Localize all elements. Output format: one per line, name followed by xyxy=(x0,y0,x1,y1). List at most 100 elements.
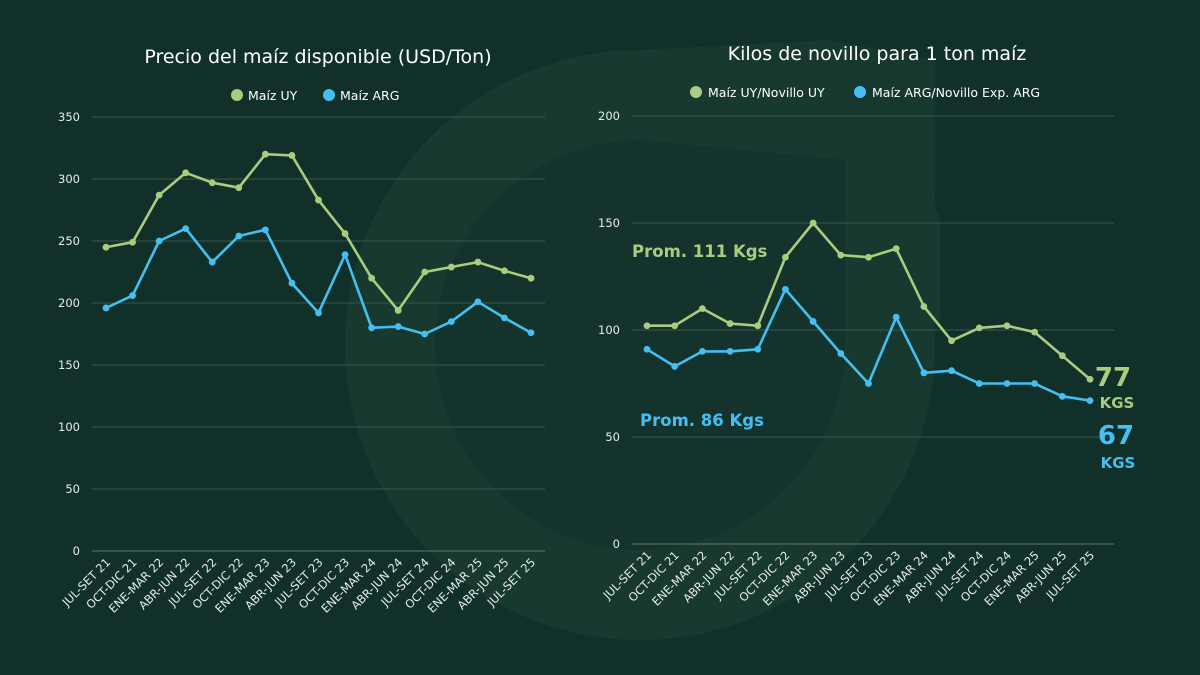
chart-left-gridlines xyxy=(92,116,545,552)
data-point-maiz-arg-jul-set-22 xyxy=(208,258,216,266)
data-point-maiz-arg-novillo-exp-arg-ene-mar-23 xyxy=(809,318,817,325)
data-point-maiz-arg-novillo-exp-arg-oct-dic-22 xyxy=(782,285,789,293)
data-point-maiz-uy-abr-jun-24 xyxy=(394,307,402,314)
data-point-maiz-arg-novillo-exp-arg-abr-jun-25 xyxy=(1058,392,1066,400)
data-point-maiz-uy-novillo-uy-jul-set-22 xyxy=(754,322,762,330)
data-point-maiz-uy-novillo-uy-oct-dic-21 xyxy=(671,322,679,330)
data-point-maiz-uy-novillo-uy-ene-mar-22 xyxy=(698,305,706,312)
y-tick-label-100: 100 xyxy=(598,323,620,337)
data-point-maiz-arg-novillo-exp-arg-oct-dic-21 xyxy=(671,362,679,370)
data-point-maiz-uy-novillo-uy-oct-dic-24 xyxy=(1003,322,1011,330)
data-point-maiz-arg-oct-dic-24 xyxy=(447,318,455,325)
data-point-maiz-uy-oct-dic-24 xyxy=(447,263,455,271)
data-point-maiz-uy-novillo-uy-abr-jun-22 xyxy=(726,320,734,327)
legend-marker-maiz-arg-novillo-exp-arg xyxy=(854,86,866,98)
data-point-maiz-arg-novillo-exp-arg-ene-mar-25 xyxy=(1031,380,1039,387)
data-point-maiz-arg-oct-dic-23 xyxy=(341,251,349,259)
data-point-maiz-arg-jul-set-25 xyxy=(527,329,535,337)
data-point-maiz-uy-abr-jun-25 xyxy=(501,267,508,275)
data-point-maiz-uy-jul-set-23 xyxy=(315,196,322,204)
chart-right-title: Kilos de novillo para 1 ton maíz xyxy=(728,43,1027,65)
legend-label-maiz-uy-novillo-uy: Maíz UY/Novillo UY xyxy=(708,85,825,100)
data-point-maiz-arg-oct-dic-21 xyxy=(129,292,136,299)
data-point-maiz-uy-ene-mar-23 xyxy=(261,150,269,158)
data-point-maiz-uy-novillo-uy-oct-dic-22 xyxy=(782,253,789,261)
data-point-maiz-arg-novillo-exp-arg-abr-jun-22 xyxy=(726,348,734,355)
legend-marker-maiz-uy xyxy=(231,89,243,101)
annotation-avg-arg: Prom. 86 Kgs xyxy=(640,411,764,430)
annotation-end-uy-value: 77 xyxy=(1095,363,1131,393)
legend-label-maiz-arg: Maíz ARG xyxy=(340,88,399,103)
data-point-maiz-uy-oct-dic-21 xyxy=(129,238,136,246)
data-point-maiz-arg-ene-mar-24 xyxy=(368,324,376,332)
chart-right: Kilos de novillo para 1 ton maíz Maíz UY… xyxy=(598,43,1135,609)
data-point-maiz-uy-oct-dic-23 xyxy=(341,230,349,237)
data-point-maiz-arg-ene-mar-22 xyxy=(155,237,163,245)
data-point-maiz-uy-novillo-uy-ene-mar-25 xyxy=(1031,328,1039,336)
chart-right-gridlines xyxy=(632,115,1114,545)
data-point-maiz-uy-novillo-uy-ene-mar-24 xyxy=(920,303,928,310)
y-tick-label-150: 150 xyxy=(598,216,620,230)
data-point-maiz-arg-novillo-exp-arg-ene-mar-22 xyxy=(698,348,706,355)
legend-marker-maiz-arg xyxy=(323,89,335,101)
data-point-maiz-arg-novillo-exp-arg-ene-mar-24 xyxy=(920,369,928,377)
data-point-maiz-uy-novillo-uy-abr-jun-25 xyxy=(1058,352,1066,360)
data-point-maiz-uy-ene-mar-25 xyxy=(474,258,482,266)
data-point-maiz-uy-abr-jun-23 xyxy=(288,152,296,159)
data-point-maiz-uy-abr-jun-22 xyxy=(182,169,190,177)
data-point-maiz-uy-ene-mar-22 xyxy=(155,191,163,199)
data-point-maiz-uy-ene-mar-24 xyxy=(368,274,376,282)
data-point-maiz-uy-jul-set-24 xyxy=(421,268,429,276)
data-point-maiz-uy-novillo-uy-jul-set-21 xyxy=(643,322,651,330)
data-point-maiz-arg-jul-set-24 xyxy=(421,330,429,338)
chart-left-legend: Maíz UY Maíz ARG xyxy=(231,88,399,103)
chart-right-series xyxy=(643,219,1094,405)
legend-marker-maiz-uy-novillo-uy xyxy=(690,86,702,98)
y-tick-label-300: 300 xyxy=(58,172,80,186)
watermark-shape xyxy=(345,40,935,640)
chart-right-legend: Maíz UY/Novillo UY Maíz ARG/Novillo Exp.… xyxy=(690,85,1040,100)
data-point-maiz-arg-novillo-exp-arg-jul-set-25 xyxy=(1086,397,1094,405)
data-point-maiz-arg-novillo-exp-arg-jul-set-22 xyxy=(754,345,762,353)
data-point-maiz-arg-abr-jun-25 xyxy=(501,314,508,322)
y-tick-label-50: 50 xyxy=(605,430,620,444)
y-tick-label-250: 250 xyxy=(58,234,80,248)
y-tick-label-0: 0 xyxy=(613,537,620,551)
data-point-maiz-uy-novillo-uy-jul-set-24 xyxy=(975,324,983,332)
data-point-maiz-uy-jul-set-25 xyxy=(527,274,535,282)
y-tick-label-350: 350 xyxy=(58,110,80,124)
data-point-maiz-uy-novillo-uy-abr-jun-23 xyxy=(837,251,845,259)
data-point-maiz-arg-novillo-exp-arg-oct-dic-23 xyxy=(892,313,900,321)
y-tick-label-150: 150 xyxy=(58,358,80,372)
data-point-maiz-arg-abr-jun-24 xyxy=(394,323,402,330)
data-point-maiz-uy-novillo-uy-ene-mar-23 xyxy=(809,219,817,227)
data-point-maiz-uy-novillo-uy-oct-dic-23 xyxy=(892,245,900,253)
data-point-maiz-arg-novillo-exp-arg-abr-jun-23 xyxy=(837,350,845,357)
annotation-avg-uy: Prom. 111 Kgs xyxy=(632,242,768,261)
chart-left-y-tick-labels: 0 50 100 150 200 250 300 350 xyxy=(58,110,80,558)
y-tick-label-200: 200 xyxy=(58,296,80,310)
data-point-maiz-arg-novillo-exp-arg-jul-set-23 xyxy=(865,380,872,387)
data-point-maiz-uy-jul-set-21 xyxy=(102,243,110,251)
data-point-maiz-uy-novillo-uy-jul-set-23 xyxy=(865,253,872,261)
y-tick-label-100: 100 xyxy=(58,420,80,434)
data-point-maiz-arg-abr-jun-23 xyxy=(288,279,296,287)
y-tick-label-50: 50 xyxy=(65,482,80,496)
annotation-end-uy-unit: KGS xyxy=(1100,394,1135,412)
data-point-maiz-uy-novillo-uy-jul-set-25 xyxy=(1086,375,1094,383)
legend-label-maiz-uy: Maíz UY xyxy=(248,88,298,103)
data-point-maiz-uy-novillo-uy-abr-jun-24 xyxy=(948,337,955,345)
data-point-maiz-arg-novillo-exp-arg-oct-dic-24 xyxy=(1003,380,1011,387)
chart-right-y-tick-labels: 0 50 100 150 200 xyxy=(598,109,620,551)
data-point-maiz-uy-jul-set-22 xyxy=(208,179,216,187)
chart-left-title: Precio del maíz disponible (USD/Ton) xyxy=(144,46,491,68)
data-point-maiz-arg-abr-jun-22 xyxy=(182,225,190,233)
y-tick-label-200: 200 xyxy=(598,109,620,123)
legend-label-maiz-arg-novillo-exp-arg: Maíz ARG/Novillo Exp. ARG xyxy=(872,85,1040,100)
data-point-maiz-arg-novillo-exp-arg-abr-jun-24 xyxy=(948,367,955,375)
data-point-maiz-arg-oct-dic-22 xyxy=(235,232,243,240)
data-point-maiz-uy-oct-dic-22 xyxy=(235,184,243,192)
chart-left-series xyxy=(102,150,535,338)
